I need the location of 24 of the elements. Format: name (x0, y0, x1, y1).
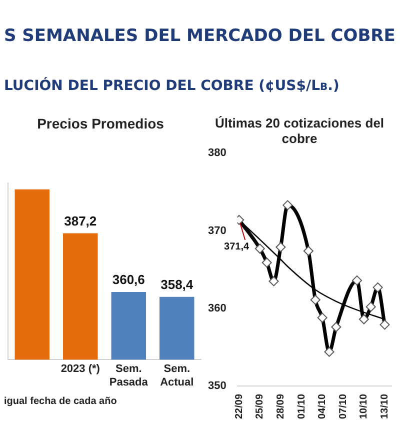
x-tick-label: 13/10 (379, 394, 390, 420)
y-tick-label: 350 (208, 380, 226, 392)
x-tick-label: 28/09 (275, 394, 286, 420)
x-tick-label: Sem. Actual (160, 363, 194, 388)
x-tick-label: 04/10 (317, 394, 328, 420)
x-tick-label: 01/10 (296, 394, 308, 420)
text: igual fecha de cada año (4, 396, 117, 407)
x-tick-label: 07/10 (338, 394, 349, 420)
x-tick-label: 10/10 (358, 394, 370, 420)
annotation: 371,4 (224, 242, 250, 253)
text: S SEMANALES DEL MERCADO DEL COBRE (4, 26, 396, 46)
x-tick-label: 2023 (*) (60, 363, 100, 376)
y-tick-label: 370 (208, 224, 226, 237)
x-tick-label: Sem. Pasada (109, 363, 149, 388)
data-label: 358,4 (160, 276, 194, 292)
x-tick-label: 22/09 (234, 394, 245, 420)
y-tick-label: 360 (208, 302, 226, 314)
chart-title: Precios Promedios (37, 115, 164, 132)
chart-title: Últimas 20 cotizaciones del cobre (214, 115, 384, 146)
data-label: 387,2 (64, 213, 97, 228)
data-label: 360,6 (112, 272, 145, 288)
text: LUCIÓN DEL PRECIO DEL COBRE (¢US$/Lb.) (4, 78, 340, 94)
x-tick-label: 25/09 (254, 394, 266, 420)
y-tick-label: 380 (208, 147, 226, 160)
